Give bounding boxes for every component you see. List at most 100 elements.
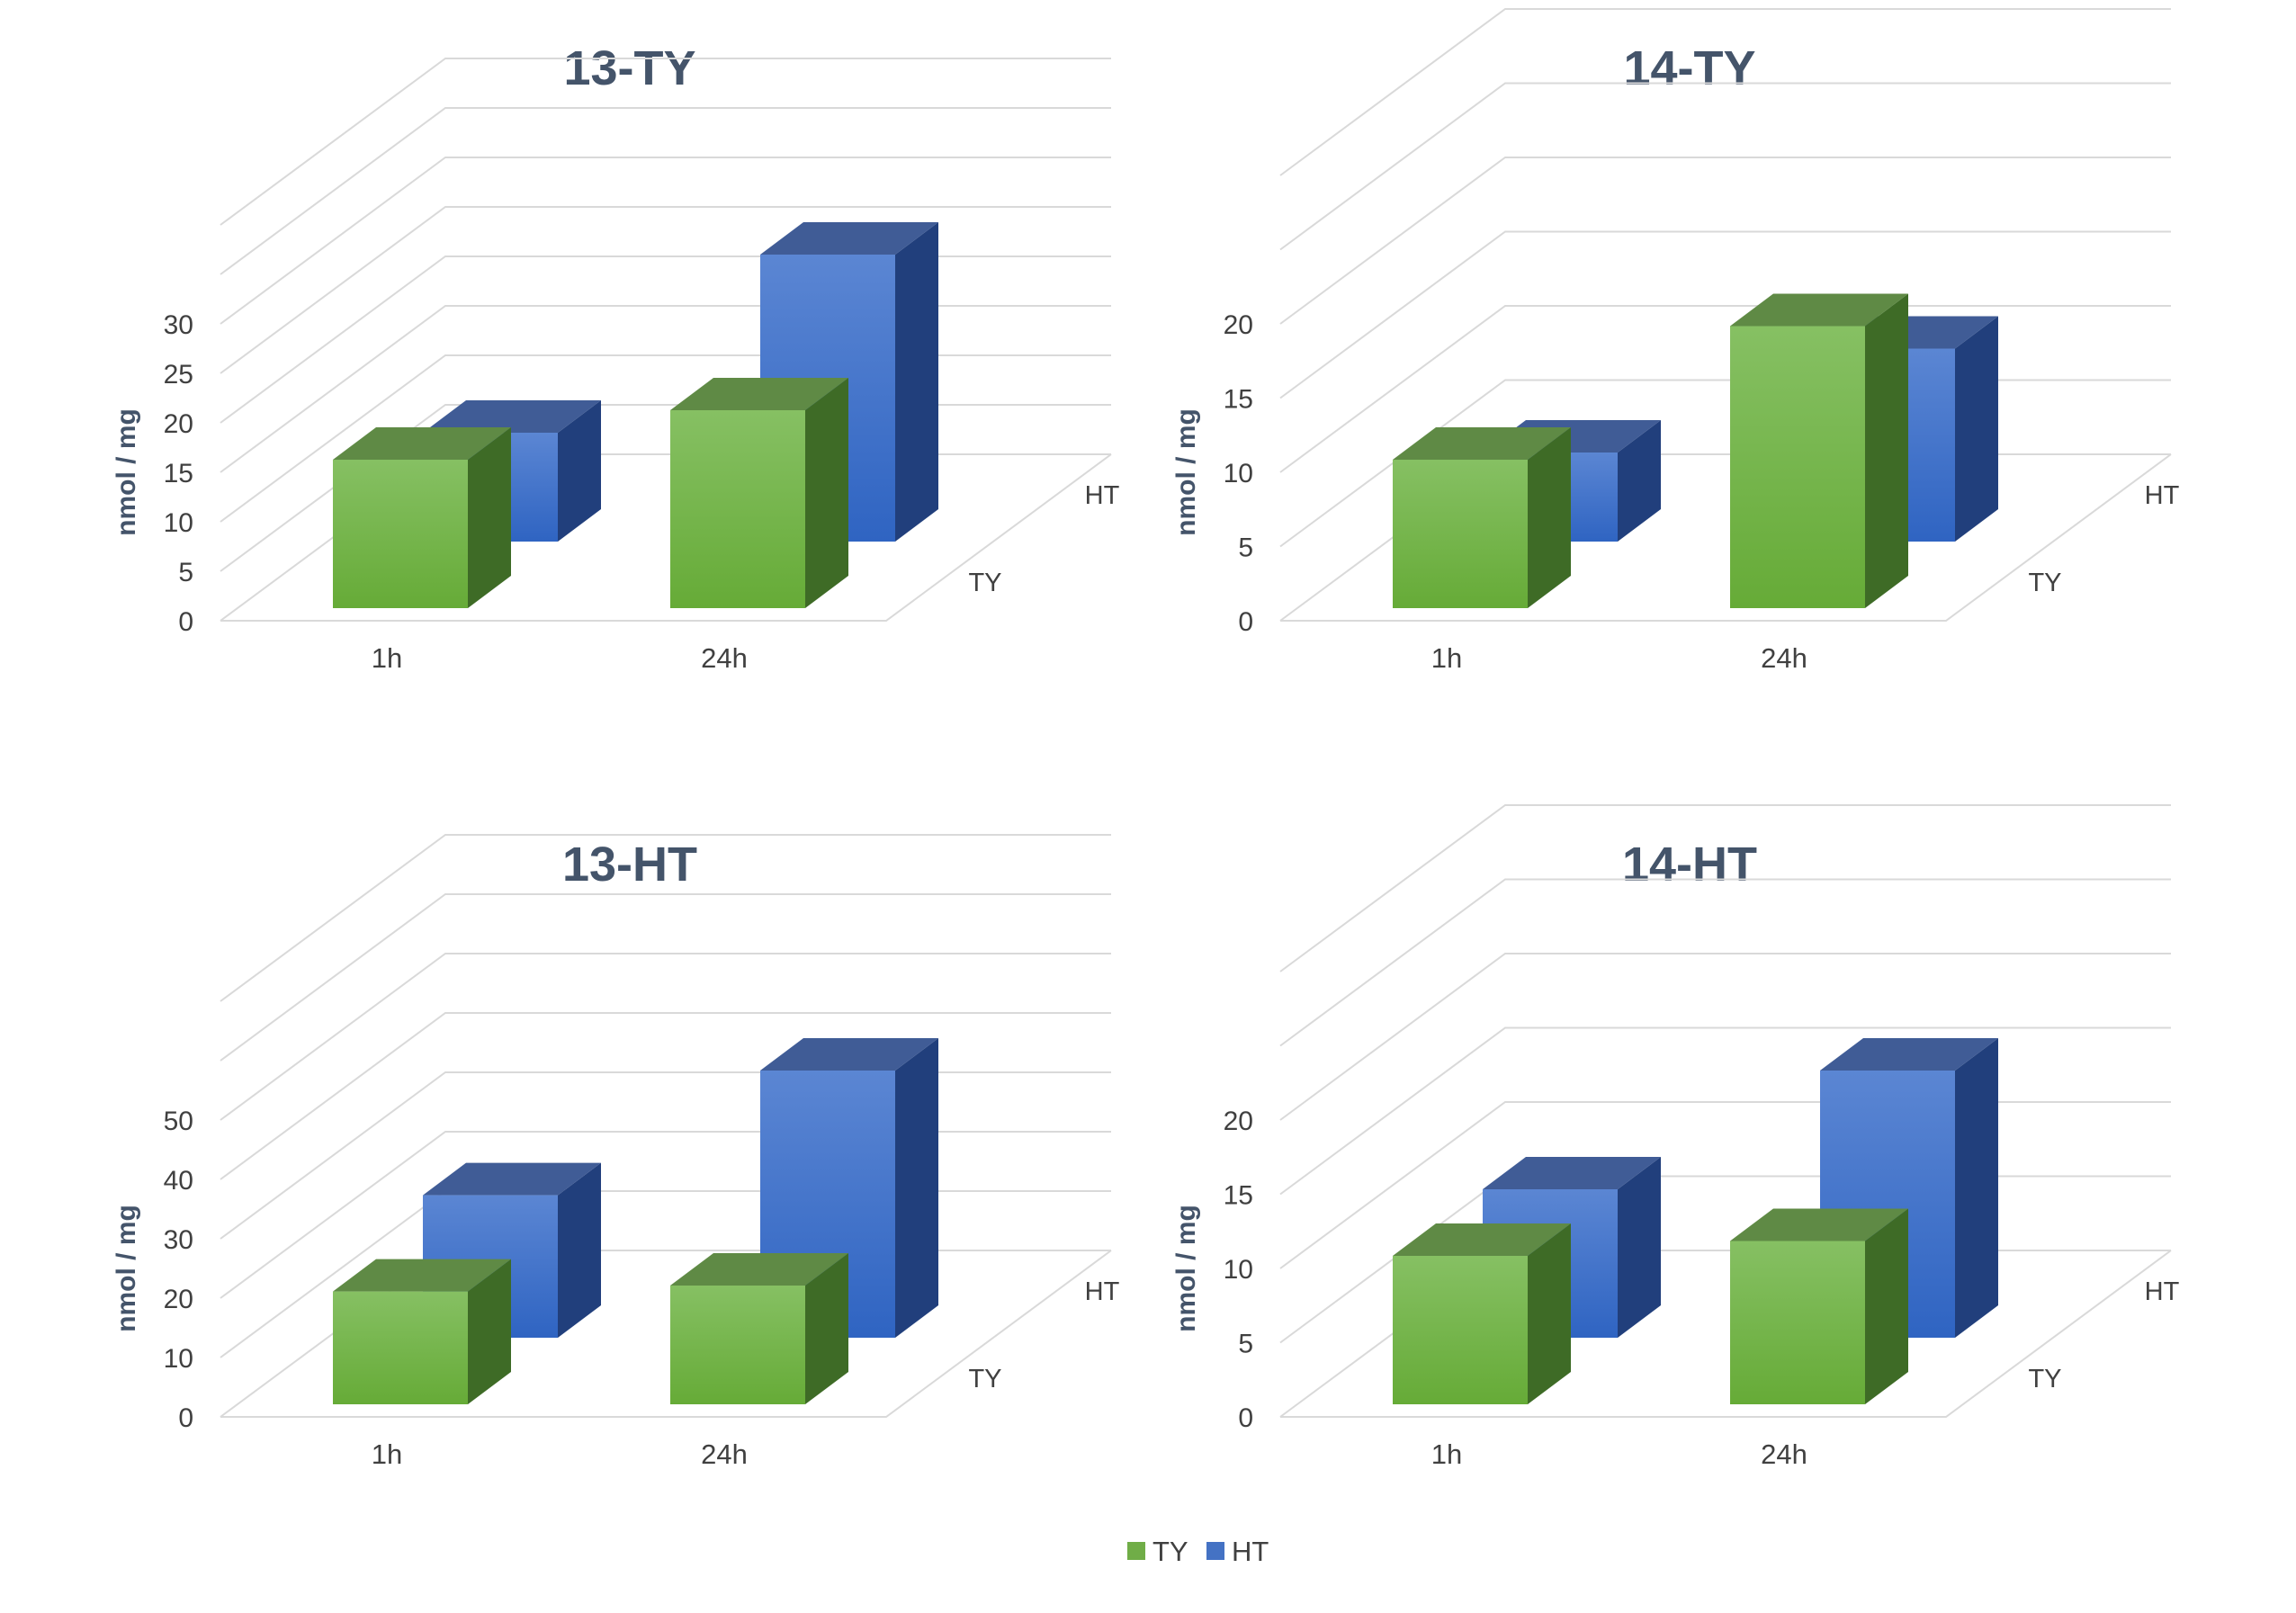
gridline (220, 834, 1111, 1002)
y-tick-label: 15 (164, 459, 193, 488)
bar-14-ht-ty-24h-top (1730, 1208, 1908, 1241)
gridline (1279, 230, 2171, 399)
x-category-label: 1h (372, 642, 402, 674)
x-category-label: 24h (1761, 642, 1807, 674)
bar-13-ht-ty-24h (670, 1253, 848, 1404)
depth-label-ht: HT (1085, 1277, 1120, 1306)
gridline (220, 206, 1111, 374)
y-axis-label: nmol / mg (1171, 1205, 1201, 1332)
gridline (220, 157, 1111, 325)
y-tick-label: 10 (1224, 459, 1253, 488)
bar-13-ht-ht-1h-side (558, 1162, 601, 1338)
y-tick-label: 10 (1224, 1255, 1253, 1285)
bar-13-ty-ht-1h-top (423, 400, 601, 433)
bar-14-ht-ht-24h-top (1820, 1038, 1998, 1071)
gridline (1279, 82, 2171, 251)
floor-edge (1280, 453, 2172, 622)
bar-14-ht-ht-1h-top (1483, 1157, 1661, 1189)
bar-14-ht-ty-1h-top (1393, 1223, 1571, 1256)
bar-14-ht-ty-1h-front (1393, 1256, 1528, 1404)
bar-13-ht-ht-24h-top (760, 1038, 938, 1071)
chart-panel-14-ht: 14-HT 0 5 10 15 20 nmol / mg 1h 24h TY HT (1171, 804, 2180, 1470)
chart-title: 13-HT (562, 838, 697, 892)
x-category-label: 1h (1431, 642, 1462, 674)
depth-label-ht: HT (2145, 481, 2180, 510)
legend-swatch-ty (1127, 1542, 1145, 1560)
legend-label-ht: HT (1232, 1536, 1269, 1567)
x-category-label: 24h (701, 642, 748, 674)
chart-title: 14-HT (1622, 838, 1757, 892)
gridline (220, 1071, 1111, 1240)
x-category-label: 1h (1431, 1438, 1462, 1470)
bar-13-ht-ht-1h-top (423, 1162, 601, 1196)
floor-edge (220, 1250, 1112, 1418)
x-category-label: 24h (701, 1438, 748, 1470)
gridline (1279, 953, 2171, 1121)
legend: TY HT (1127, 1536, 1269, 1567)
gridline (220, 1131, 1111, 1299)
gridline (1279, 878, 2171, 1047)
bar-13-ht-ty-1h-side (468, 1259, 511, 1404)
x-category-label: 24h (1761, 1438, 1807, 1470)
bar-14-ht-ht-1h-side (1618, 1157, 1661, 1338)
gridline (1279, 8, 2171, 176)
depth-label-ty: TY (968, 569, 1001, 597)
y-tick-label: 10 (164, 508, 193, 538)
y-tick-label: 10 (164, 1344, 193, 1374)
bar-13-ty-ty-24h-side (805, 378, 848, 608)
gridline (1279, 157, 2171, 325)
bar-14-ty-ty-1h (1393, 427, 1571, 608)
depth-label-ty: TY (968, 1365, 1001, 1393)
bar-13-ty-ht-1h-side (558, 400, 601, 542)
y-tick-label: 40 (164, 1166, 193, 1196)
bar-14-ty-ty-1h-top (1393, 427, 1571, 460)
y-tick-label: 0 (178, 1403, 193, 1433)
bar-13-ht-ty-24h-front (670, 1286, 805, 1404)
y-tick-label: 20 (1224, 310, 1253, 340)
bar-14-ht-ht-24h-side (1955, 1038, 1998, 1338)
bar-13-ht-ty-24h-top (670, 1253, 848, 1286)
chart-title: 14-TY (1623, 41, 1755, 95)
floor-edge (220, 453, 1112, 622)
legend-label-ty: TY (1152, 1536, 1188, 1567)
y-tick-label: 15 (1224, 1181, 1253, 1211)
gridline (220, 893, 1111, 1062)
gridline (220, 58, 1111, 226)
bar-13-ty-ty-1h-front (333, 460, 468, 608)
y-tick-label: 30 (164, 1225, 193, 1255)
bar-13-ht-ht-24h-side (895, 1038, 938, 1338)
y-tick-label: 50 (164, 1107, 193, 1136)
legend-swatch-ht (1206, 1542, 1224, 1560)
y-tick-label: 5 (1238, 1330, 1253, 1359)
y-tick-label: 0 (1238, 607, 1253, 637)
y-axis-label: nmol / mg (112, 408, 141, 536)
gridline (220, 255, 1111, 424)
gridline (1279, 804, 2171, 972)
bar-14-ty-ty-24h-top (1730, 293, 1908, 327)
y-tick-label: 0 (178, 607, 193, 637)
bar-14-ht-ty-24h-front (1730, 1241, 1865, 1404)
y-tick-label: 5 (178, 558, 193, 587)
bar-14-ty-ty-24h-side (1865, 293, 1908, 608)
bar-14-ht-ty-24h (1730, 1208, 1908, 1404)
bar-13-ty-ty-24h (670, 378, 848, 608)
y-tick-label: 20 (164, 409, 193, 439)
y-tick-label: 15 (1224, 385, 1253, 415)
gridline (1279, 1026, 2171, 1196)
depth-label-ty: TY (2028, 1365, 2061, 1393)
gridline (220, 953, 1111, 1121)
bar-13-ty-ht-24h-top (760, 222, 938, 255)
bar-14-ty-ht-24h-side (1955, 316, 1998, 542)
chart-panel-14-ty: 14-TY 0 5 10 15 20 nmol / mg 1h 24h TY HT (1171, 8, 2180, 674)
bar-14-ty-ty-24h-front (1730, 326, 1865, 608)
depth-label-ht: HT (1085, 481, 1120, 510)
bar-13-ht-ty-24h-side (805, 1253, 848, 1404)
bar-14-ty-ty-24h (1730, 293, 1908, 608)
y-tick-label: 20 (164, 1285, 193, 1314)
bar-14-ty-ty-1h-side (1528, 427, 1571, 608)
bar-13-ht-ty-1h-top (333, 1259, 511, 1292)
x-category-label: 1h (372, 1438, 402, 1470)
gridline (220, 107, 1111, 275)
bar-14-ht-ty-24h-side (1865, 1208, 1908, 1404)
